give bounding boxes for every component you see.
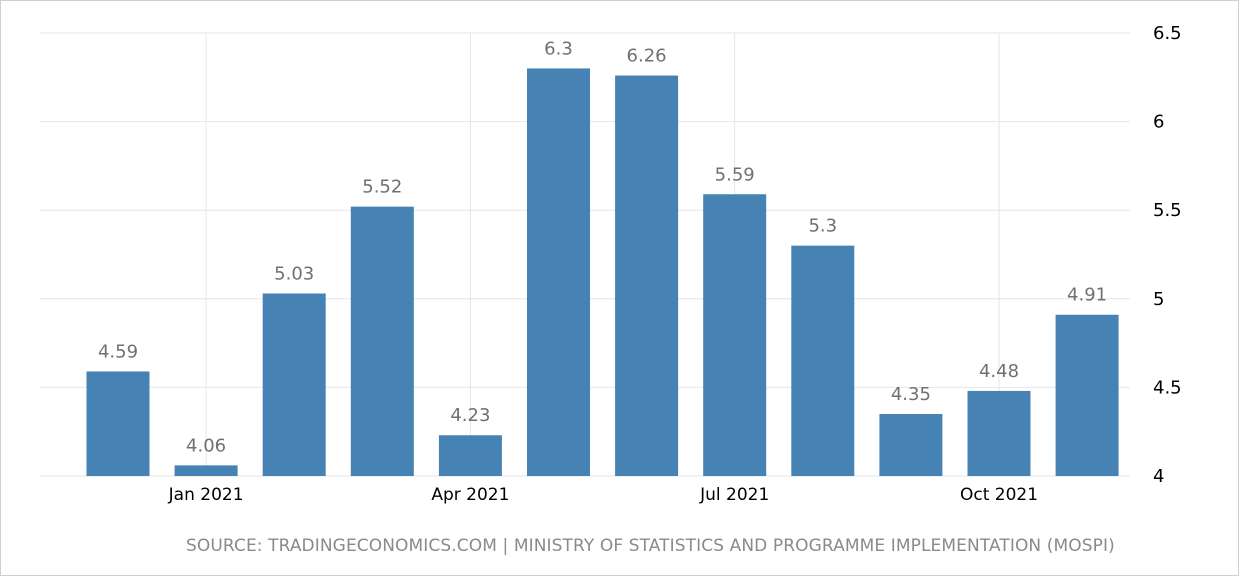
x-tick-label: Oct 2021 <box>960 485 1038 505</box>
x-tick-label: Apr 2021 <box>431 485 509 505</box>
bar-value-label: 4.91 <box>1067 285 1107 306</box>
bar <box>1055 314 1119 476</box>
bar <box>615 75 679 476</box>
bar-value-labels: 4.59 4.06 5.03 5.52 4.23 6.3 6.26 5.59 5.3 4.35 4.… <box>98 38 1107 456</box>
bar <box>438 435 502 476</box>
bar-value-label: 5.3 <box>808 216 837 237</box>
bar-value-label: 5.59 <box>715 164 755 185</box>
x-axis-ticks: Jan 2021 Apr 2021 Jul 2021 Oct 2021 <box>168 485 1038 505</box>
bar-chart: 4.59 4.06 5.03 5.52 4.23 6.3 6.26 5.59 5.3 4.35 4.… <box>40 23 1182 505</box>
bar-value-label: 4.59 <box>98 341 138 362</box>
bar-value-label: 5.52 <box>362 177 402 198</box>
bar-value-label: 4.06 <box>186 435 226 456</box>
y-tick-label: 6.5 <box>1153 23 1182 44</box>
source-note: SOURCE: TRADINGECONOMICS.COM | MINISTRY … <box>186 536 1115 556</box>
bar <box>527 68 590 476</box>
bar <box>262 293 326 476</box>
bar <box>791 245 855 476</box>
x-tick-label: Jul 2021 <box>699 485 769 505</box>
y-tick-label: 4 <box>1153 466 1164 487</box>
bar-value-label: 4.23 <box>450 405 490 426</box>
bar <box>174 465 238 476</box>
bar-value-label: 6.26 <box>627 46 667 67</box>
bar <box>350 206 414 476</box>
bar-value-label: 6.3 <box>544 38 573 59</box>
y-tick-label: 4.5 <box>1153 377 1182 398</box>
bar-value-label: 5.03 <box>274 263 314 284</box>
y-tick-label: 5 <box>1153 289 1164 310</box>
x-tick-label: Jan 2021 <box>168 485 244 505</box>
y-tick-label: 6 <box>1153 112 1164 133</box>
bars <box>86 68 1119 476</box>
bar-value-label: 4.48 <box>979 361 1019 382</box>
bar <box>879 413 943 476</box>
bar <box>703 194 767 476</box>
bar-value-label: 4.35 <box>891 384 931 405</box>
bar <box>86 371 150 476</box>
y-tick-label: 5.5 <box>1153 200 1182 221</box>
y-axis-ticks: 4 4.5 5 5.5 6 6.5 <box>1153 23 1182 487</box>
bar <box>967 390 1031 476</box>
